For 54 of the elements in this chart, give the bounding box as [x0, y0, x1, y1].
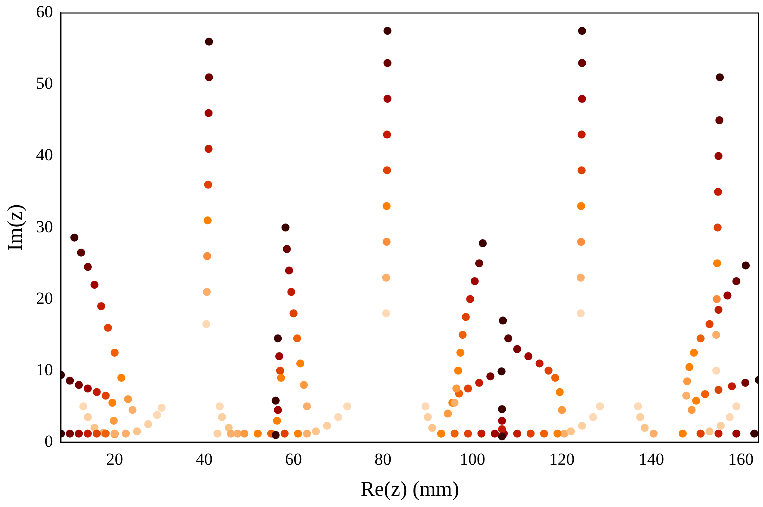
point — [153, 411, 162, 420]
point — [312, 428, 320, 436]
point — [567, 428, 576, 436]
y-tick-label: 10 — [36, 360, 54, 380]
x-tick-label: 20 — [106, 450, 124, 470]
point — [732, 402, 741, 411]
x-axis-title: Re(z) (mm) — [360, 476, 460, 501]
point — [214, 430, 222, 438]
y-tick-label: 50 — [36, 74, 54, 94]
point — [634, 402, 642, 411]
point — [690, 348, 698, 357]
y-tick-label: 60 — [36, 2, 54, 22]
point — [636, 413, 644, 422]
point — [133, 428, 142, 436]
y-axis-title: Im(z) — [3, 204, 28, 252]
y-tick-label: 0 — [44, 432, 54, 451]
point — [80, 402, 88, 411]
point — [589, 413, 598, 422]
point — [158, 404, 166, 412]
point — [428, 424, 436, 432]
point — [272, 396, 280, 405]
point — [272, 431, 280, 440]
y-tick-label: 30 — [36, 217, 54, 236]
point — [686, 363, 694, 372]
point — [456, 348, 465, 357]
x-tick-label: 100 — [460, 450, 486, 470]
y-tick-label: 20 — [36, 288, 54, 308]
point — [84, 413, 92, 422]
point — [343, 402, 352, 411]
point — [640, 424, 649, 432]
x-tick-label: 40 — [196, 450, 213, 470]
point — [454, 366, 462, 375]
point — [578, 422, 586, 430]
x-tick-label: 160 — [728, 450, 754, 470]
point — [144, 420, 152, 429]
point — [294, 430, 302, 438]
point — [218, 413, 226, 422]
point — [596, 402, 604, 411]
point — [422, 402, 430, 411]
point — [254, 430, 262, 438]
point — [424, 413, 432, 422]
x-tick-label: 60 — [285, 450, 302, 470]
point — [323, 422, 332, 430]
point — [334, 413, 343, 422]
point — [716, 422, 725, 430]
y-tick-label: 40 — [36, 146, 54, 165]
point — [498, 432, 506, 441]
point — [706, 428, 714, 436]
point — [216, 402, 224, 411]
point — [726, 413, 734, 422]
x-tick-label: 140 — [638, 450, 664, 470]
x-tick-label: 80 — [374, 450, 392, 470]
x-tick-label: 120 — [549, 450, 575, 470]
point — [498, 405, 506, 414]
